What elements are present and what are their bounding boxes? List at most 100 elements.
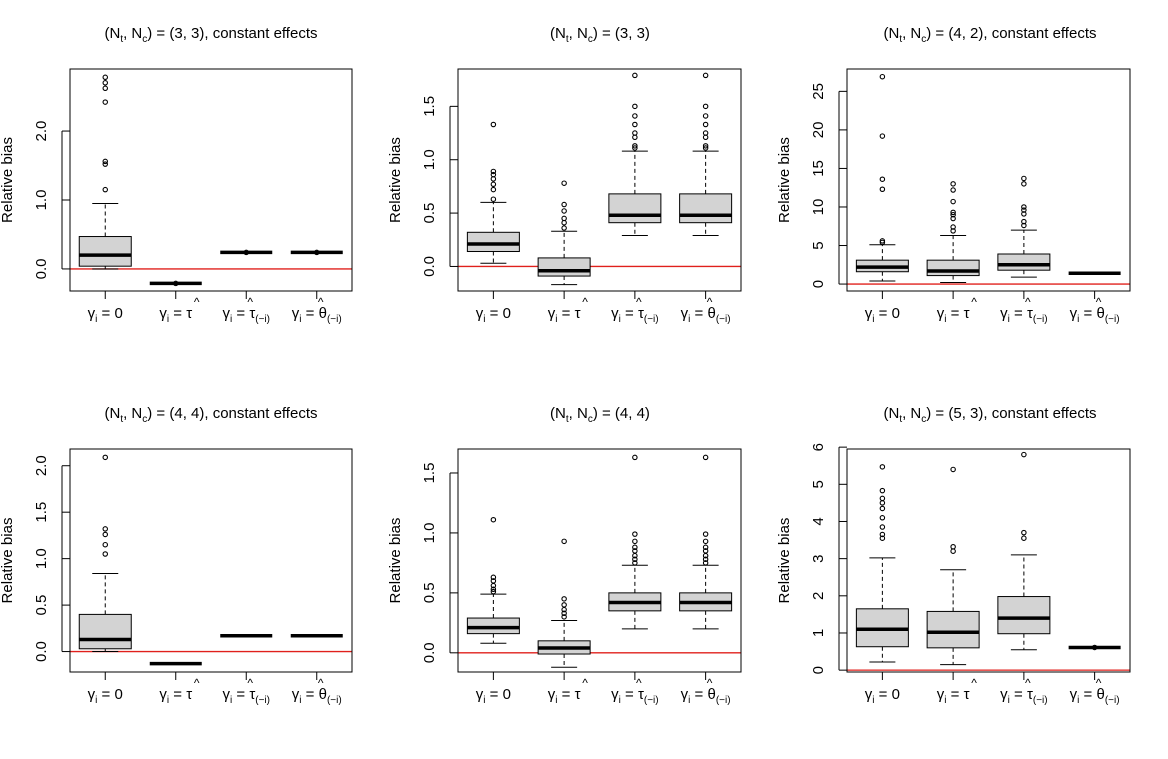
outlier-point bbox=[702, 538, 709, 545]
x-tick-label: γi = τ bbox=[159, 305, 192, 325]
outlier-point bbox=[102, 161, 109, 167]
outlier-point bbox=[1021, 181, 1027, 187]
y-tick-label: 1.0 bbox=[421, 522, 438, 543]
outlier-point bbox=[950, 543, 956, 550]
outlier-point bbox=[632, 103, 638, 110]
chart-title: (Nt, Nc) = (4, 4) bbox=[550, 405, 650, 425]
y-tick-label: 25 bbox=[810, 83, 827, 100]
outlier-point bbox=[879, 133, 886, 139]
outlier-point bbox=[950, 181, 956, 187]
outlier-point bbox=[702, 531, 709, 537]
outlier-point bbox=[490, 196, 497, 202]
hat-accent: ^ bbox=[194, 295, 200, 309]
box-iqr bbox=[608, 193, 662, 224]
x-tick-label: γi = θ(−i) bbox=[681, 305, 731, 325]
outlier-point bbox=[490, 516, 497, 523]
outlier-point bbox=[879, 73, 886, 80]
outlier-point bbox=[702, 113, 709, 119]
outlier-point bbox=[632, 143, 638, 149]
outlier-point bbox=[102, 531, 109, 538]
box-iqr bbox=[926, 259, 980, 277]
outlier-point bbox=[561, 201, 567, 208]
box-tau_hat bbox=[537, 538, 591, 668]
outlier-point bbox=[632, 531, 638, 537]
y-tick-label: 0 bbox=[810, 280, 827, 288]
y-tick-label: 0.5 bbox=[421, 582, 438, 603]
y-axis-label: Relative bias bbox=[387, 518, 404, 604]
outlier-point bbox=[950, 209, 956, 216]
box-gamma_0 bbox=[855, 73, 909, 282]
outlier-point bbox=[490, 574, 497, 581]
box-tau_hat_minus_i bbox=[997, 175, 1051, 278]
y-tick-label: 1 bbox=[810, 629, 827, 637]
box-tau_hat_minus_i bbox=[997, 451, 1051, 651]
outlier-point bbox=[102, 551, 109, 557]
outlier-point bbox=[490, 121, 497, 128]
hat-accent: ^ bbox=[707, 676, 713, 690]
plot-frame bbox=[457, 448, 742, 673]
y-tick-label: 2.0 bbox=[33, 455, 50, 476]
outlier-point bbox=[1021, 451, 1027, 458]
outlier-point bbox=[879, 487, 886, 494]
y-tick-label: 0.5 bbox=[421, 203, 438, 224]
hat-accent: ^ bbox=[318, 676, 324, 690]
outlier-point bbox=[490, 181, 497, 188]
outlier-point bbox=[561, 614, 567, 620]
y-axis-label: Relative bias bbox=[387, 137, 404, 223]
y-tick-label: 5 bbox=[810, 241, 827, 249]
outlier-point bbox=[879, 524, 886, 530]
hat-accent: ^ bbox=[971, 295, 977, 309]
box-tau_hat bbox=[537, 180, 591, 286]
box-gamma_0 bbox=[78, 454, 132, 653]
x-tick-label: γi = τ(−i) bbox=[611, 305, 659, 325]
outlier-point bbox=[950, 198, 956, 205]
outlier-point bbox=[879, 500, 886, 506]
outlier-point bbox=[561, 610, 567, 617]
outlier-point bbox=[702, 72, 709, 79]
x-tick-label: γi = θ(−i) bbox=[292, 305, 342, 325]
x-tick-label: γi = τ(−i) bbox=[222, 305, 270, 325]
outlier-point bbox=[243, 249, 250, 256]
outlier-point bbox=[702, 143, 709, 149]
outlier-point bbox=[561, 596, 567, 602]
outlier-point bbox=[1021, 207, 1027, 213]
box-theta_hat_minus_i bbox=[679, 72, 733, 236]
x-tick-label: γi = θ(−i) bbox=[1070, 305, 1120, 325]
outlier-point bbox=[632, 538, 638, 545]
outlier-point bbox=[490, 186, 497, 193]
x-tick-label: γi = τ bbox=[937, 686, 970, 706]
x-tick-label: γi = 0 bbox=[865, 305, 900, 325]
y-tick-label: 0.0 bbox=[33, 641, 50, 662]
outlier-point bbox=[950, 224, 956, 230]
outlier-point bbox=[173, 280, 179, 287]
y-axis-label: Relative bias bbox=[776, 137, 793, 223]
y-tick-label: 1.5 bbox=[421, 96, 438, 117]
outlier-point bbox=[702, 544, 709, 551]
y-tick-label: 1.5 bbox=[421, 463, 438, 484]
y-tick-label: 2.0 bbox=[33, 121, 50, 142]
outlier-point bbox=[950, 187, 956, 193]
outlier-point bbox=[490, 586, 497, 593]
box-tau_hat_minus_i bbox=[220, 249, 273, 256]
outlier-point bbox=[632, 544, 638, 551]
outlier-point bbox=[702, 560, 709, 566]
y-axis-label: Relative bias bbox=[776, 518, 793, 604]
outlier-point bbox=[1091, 644, 1098, 651]
x-tick-label: γi = θ(−i) bbox=[1070, 686, 1120, 706]
hat-accent: ^ bbox=[247, 295, 253, 309]
x-tick-label: γi = τ(−i) bbox=[1000, 305, 1048, 325]
outlier-point bbox=[102, 74, 109, 81]
outlier-point bbox=[632, 548, 638, 554]
chart-panel-2: (Nt, Nc) = (3, 3) Relative bias 0.0 0.5 1.0 1… bbox=[387, 25, 742, 325]
outlier-point bbox=[561, 215, 567, 222]
x-tick-label: γi = 0 bbox=[476, 305, 511, 325]
box-gamma_0 bbox=[78, 74, 132, 270]
outlier-point bbox=[702, 548, 709, 554]
outlier-point bbox=[1021, 204, 1027, 210]
x-tick-label: γi = τ bbox=[159, 686, 192, 706]
box-iqr bbox=[466, 231, 520, 253]
hat-accent: ^ bbox=[636, 295, 642, 309]
x-tick-label: γi = 0 bbox=[865, 686, 900, 706]
box-gamma_0 bbox=[855, 464, 909, 663]
outlier-point bbox=[879, 535, 886, 541]
